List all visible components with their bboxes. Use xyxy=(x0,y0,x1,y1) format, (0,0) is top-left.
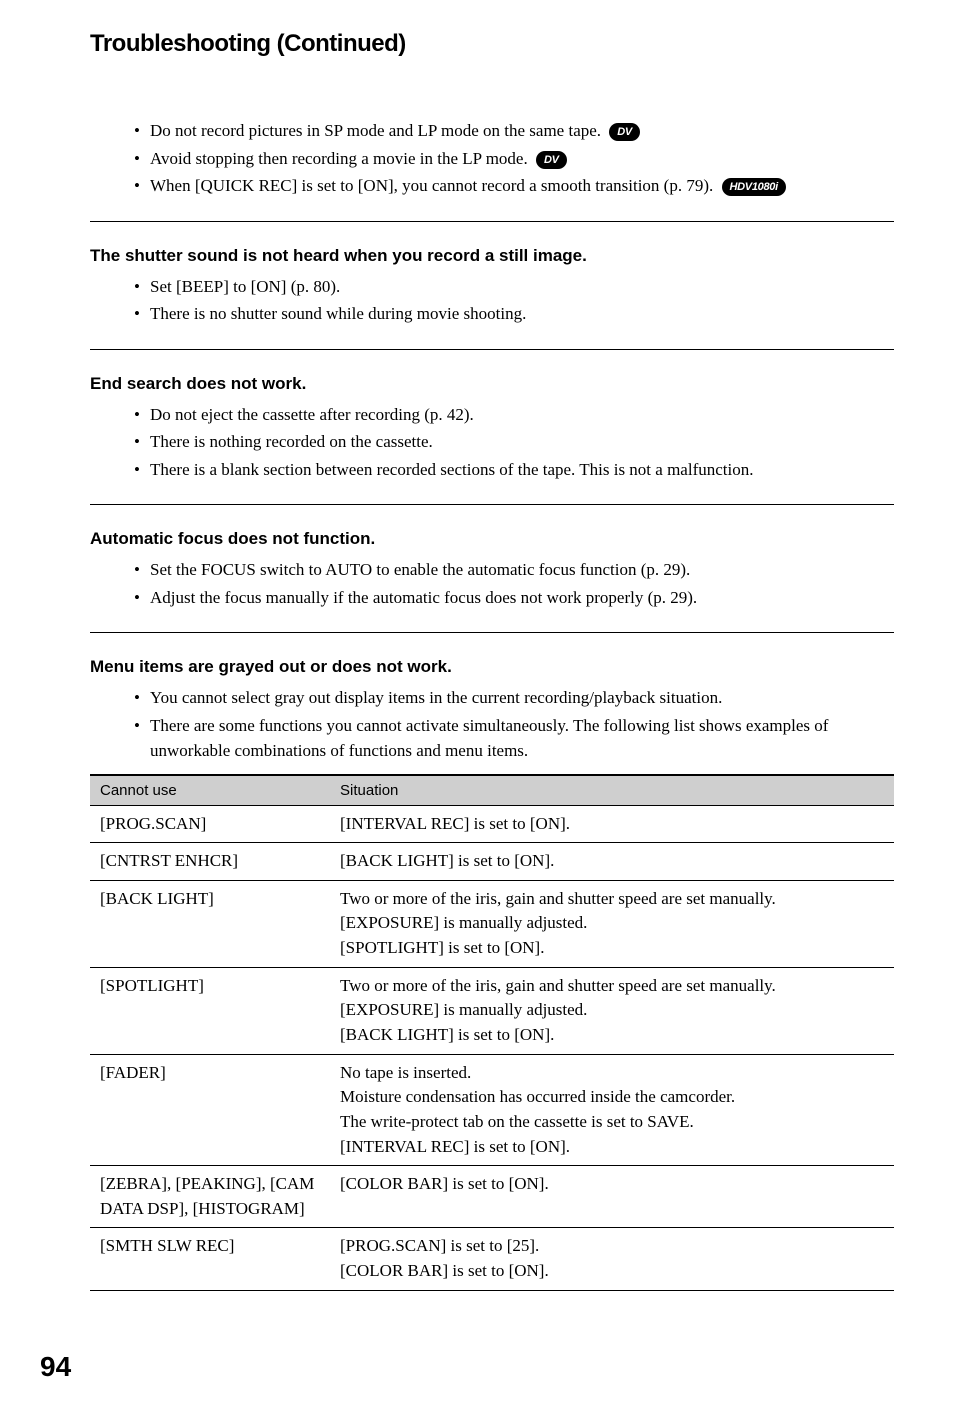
bullet-item: There is no shutter sound while during m… xyxy=(150,301,894,327)
bullet-item: Adjust the focus manually if the automat… xyxy=(150,585,894,611)
section-divider xyxy=(90,632,894,633)
table-cell-cannot-use: [CNTRST ENHCR] xyxy=(90,843,330,881)
table-cell-cannot-use: [PROG.SCAN] xyxy=(90,805,330,843)
bullet-item: There is a blank section between recorde… xyxy=(150,457,894,483)
table-cell-situation: [BACK LIGHT] is set to [ON]. xyxy=(330,843,894,881)
table-row: [SPOTLIGHT]Two or more of the iris, gain… xyxy=(90,967,894,1054)
table-cell-situation: [INTERVAL REC] is set to [ON]. xyxy=(330,805,894,843)
bullet-item: Set [BEEP] to [ON] (p. 80). xyxy=(150,274,894,300)
bullet-item: Set the FOCUS switch to AUTO to enable t… xyxy=(150,557,894,583)
bullet-item: Avoid stopping then recording a movie in… xyxy=(150,146,894,172)
dv-icon: DV xyxy=(609,123,640,141)
page-number: 94 xyxy=(40,1351,894,1383)
table-row: [SMTH SLW REC][PROG.SCAN] is set to [25]… xyxy=(90,1228,894,1290)
section-heading: Menu items are grayed out or does not wo… xyxy=(90,657,894,677)
section-bullet-list: Do not eject the cassette after recordin… xyxy=(90,402,894,483)
bullet-item: There are some functions you cannot acti… xyxy=(150,713,894,764)
section-heading: Automatic focus does not function. xyxy=(90,529,894,549)
table-header-cannot-use: Cannot use xyxy=(90,775,330,806)
page-title: Troubleshooting (Continued) xyxy=(90,30,894,58)
table-row: [FADER]No tape is inserted.Moisture cond… xyxy=(90,1054,894,1166)
bullet-item: When [QUICK REC] is set to [ON], you can… xyxy=(150,173,894,199)
table-cell-cannot-use: [SPOTLIGHT] xyxy=(90,967,330,1054)
bullet-item: You cannot select gray out display items… xyxy=(150,685,894,711)
top-bullet-list: Do not record pictures in SP mode and LP… xyxy=(90,118,894,199)
section-divider xyxy=(90,221,894,222)
section-heading: The shutter sound is not heard when you … xyxy=(90,246,894,266)
table-cell-cannot-use: [ZEBRA], [PEAKING], [CAM DATA DSP], [HIS… xyxy=(90,1166,330,1228)
section-divider xyxy=(90,349,894,350)
table-row: [PROG.SCAN][INTERVAL REC] is set to [ON]… xyxy=(90,805,894,843)
table-cell-situation: [PROG.SCAN] is set to [25].[COLOR BAR] i… xyxy=(330,1228,894,1290)
table-cell-cannot-use: [BACK LIGHT] xyxy=(90,880,330,967)
table-header-situation: Situation xyxy=(330,775,894,806)
table-cell-situation: Two or more of the iris, gain and shutte… xyxy=(330,880,894,967)
conditions-table: Cannot use Situation [PROG.SCAN][INTERVA… xyxy=(90,774,894,1291)
section-heading: End search does not work. xyxy=(90,374,894,394)
table-cell-cannot-use: [FADER] xyxy=(90,1054,330,1166)
table-cell-cannot-use: [SMTH SLW REC] xyxy=(90,1228,330,1290)
hdv1080i-icon: HDV1080i xyxy=(722,178,786,196)
section-bullet-list: Set the FOCUS switch to AUTO to enable t… xyxy=(90,557,894,610)
table-row: [BACK LIGHT]Two or more of the iris, gai… xyxy=(90,880,894,967)
table-row: [ZEBRA], [PEAKING], [CAM DATA DSP], [HIS… xyxy=(90,1166,894,1228)
section-divider xyxy=(90,504,894,505)
table-cell-situation: No tape is inserted.Moisture condensatio… xyxy=(330,1054,894,1166)
section-bullet-list: You cannot select gray out display items… xyxy=(90,685,894,764)
table-cell-situation: Two or more of the iris, gain and shutte… xyxy=(330,967,894,1054)
bullet-item: There is nothing recorded on the cassett… xyxy=(150,429,894,455)
table-row: [CNTRST ENHCR][BACK LIGHT] is set to [ON… xyxy=(90,843,894,881)
bullet-item: Do not record pictures in SP mode and LP… xyxy=(150,118,894,144)
dv-icon: DV xyxy=(536,151,567,169)
section-bullet-list: Set [BEEP] to [ON] (p. 80).There is no s… xyxy=(90,274,894,327)
table-cell-situation: [COLOR BAR] is set to [ON]. xyxy=(330,1166,894,1228)
bullet-item: Do not eject the cassette after recordin… xyxy=(150,402,894,428)
